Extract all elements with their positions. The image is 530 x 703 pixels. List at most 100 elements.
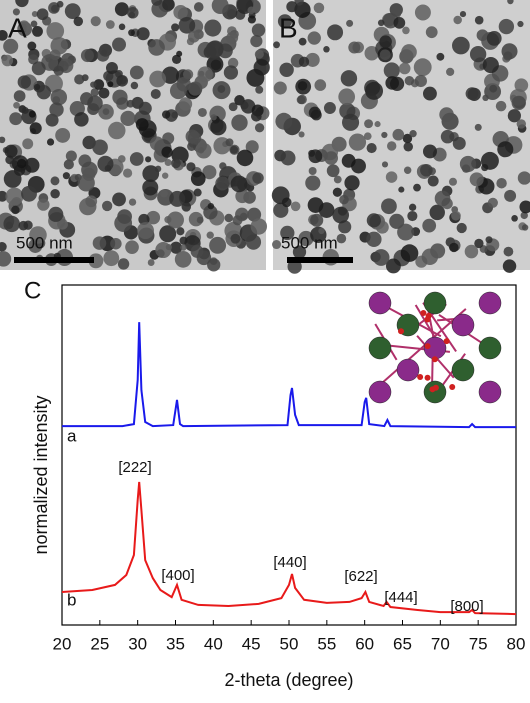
particle [74,74,85,85]
particle [0,29,8,41]
particle [254,49,264,59]
particle [459,155,477,173]
xrd-line [61,481,517,616]
particle [142,165,160,182]
particle [215,176,230,191]
particle [487,197,498,208]
particle [402,26,410,35]
particle [108,121,126,140]
atom [431,356,438,363]
particle [3,170,22,188]
particle [219,162,227,170]
panel-label: B [279,12,298,43]
particle [308,167,317,175]
particle [164,216,172,224]
particle [225,138,234,147]
particle [366,143,377,154]
particle [277,14,293,29]
particle [281,197,292,208]
particle [379,35,392,48]
atom [443,338,450,345]
particle [247,15,256,24]
particle [98,87,110,99]
x-tick-label: 30 [128,634,147,653]
particle [402,133,413,144]
particle [13,90,26,102]
particle [36,8,49,21]
particle [33,83,41,91]
particle [129,152,144,166]
particle [280,150,296,166]
particle [24,157,40,173]
particle [32,25,43,37]
particle [162,0,175,11]
peak-label: [440] [273,554,306,571]
particle [517,20,524,28]
particle [474,15,484,25]
scale-bar [14,257,94,263]
particle [18,20,30,32]
particle [452,36,470,55]
particle [340,70,358,87]
particle [207,258,221,272]
atom [423,291,447,315]
particle [365,81,384,100]
particle [297,94,307,105]
particle [507,0,514,5]
particle [30,20,38,28]
particle [11,205,20,215]
particle [414,4,431,21]
particle [520,211,528,220]
particle [389,213,405,229]
particle [129,65,144,80]
particle [130,81,139,90]
atom [398,328,405,335]
particle [186,162,196,172]
particle [421,248,439,266]
particle [171,54,182,64]
particle [385,258,401,274]
particle [171,158,181,169]
particle [409,130,417,138]
atom [425,312,432,319]
particle [31,10,38,17]
particle [142,179,159,196]
particle [398,186,405,193]
particle [292,245,307,259]
particle [138,213,150,226]
particle [273,41,280,49]
x-tick-label: 70 [431,634,450,653]
particle [80,92,93,106]
x-tick-label: 35 [166,634,185,653]
particle [73,16,84,27]
particle [464,244,479,259]
particle [204,19,222,37]
particle [482,94,489,102]
particle [254,123,265,133]
particle [196,216,204,224]
particle [326,164,340,178]
particle [449,242,459,253]
particle [62,172,70,180]
particle [453,15,462,25]
particle [298,37,307,46]
particle [393,17,406,29]
particle [482,56,499,74]
particle [446,67,455,76]
particle [344,175,360,191]
particle [385,171,398,183]
particle [18,220,29,231]
particle [436,52,445,61]
particle [74,112,89,127]
particle [398,62,411,75]
particle [92,139,108,156]
x-tick-label: 65 [393,634,412,653]
particle [381,198,397,215]
particle [107,81,114,88]
particle [251,110,262,122]
particles-b [271,0,530,274]
particle [516,119,527,129]
atom [420,309,427,316]
particle [298,56,310,68]
